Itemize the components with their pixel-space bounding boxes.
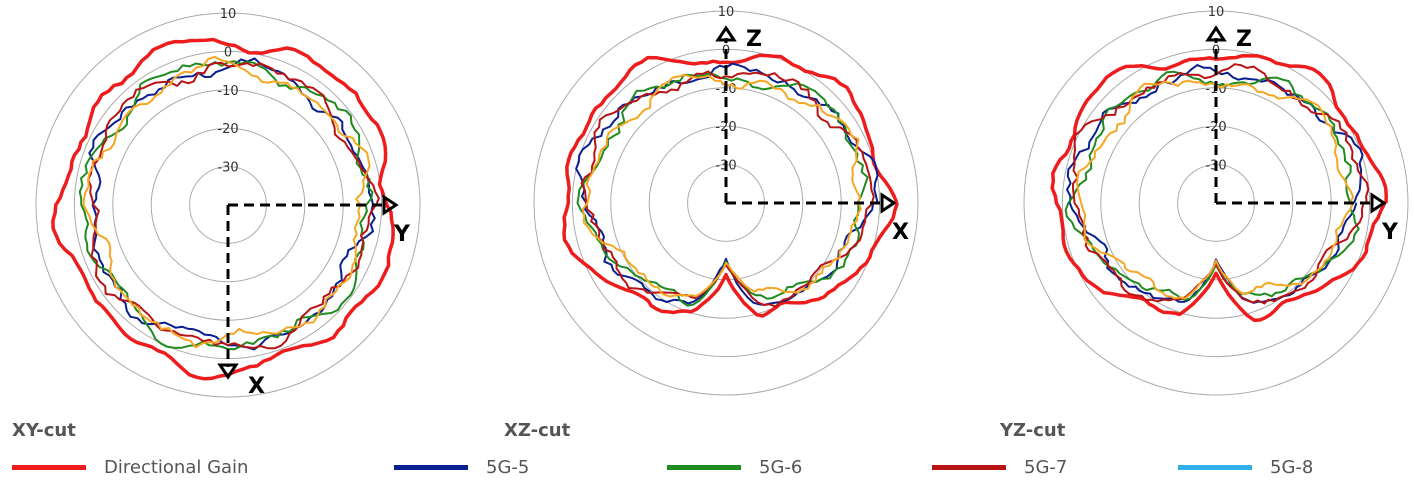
axis-label: Y [1381,220,1399,245]
legend-item-5g-5: 5G-5 [394,455,529,479]
legend-swatch [667,464,741,470]
grid-circle [1138,125,1294,281]
axis-label: X [892,220,909,245]
series-curve-directional-gain [562,53,900,318]
series-curve-directional-gain [1050,53,1388,322]
grid-circle [1023,10,1409,396]
grid-circle [648,125,804,281]
radial-tick-label: 10 [718,5,735,20]
legend-label: 5G-6 [759,456,803,478]
grid-circle [533,10,919,396]
legend-item-5g-6: 5G-6 [667,455,802,479]
axis-label: Y [393,222,411,247]
axis-label: Z [1236,27,1252,52]
axis-arrowhead [1205,25,1227,42]
legend-swatch [394,464,468,470]
xy-cut-title: XY-cut [12,420,76,441]
radial-tick-label: -10 [217,84,238,99]
series-curve-directional-gain [51,37,395,381]
legend-label: 5G-8 [1270,456,1314,478]
legend-item-directional-gain: Directional Gain [12,455,248,479]
grid-circle [150,127,306,283]
grid-circle [35,12,421,398]
radial-tick-label: 10 [1208,5,1225,20]
series-curve-5g-6 [1064,70,1360,301]
yz-cut-title: YZ-cut [1000,420,1066,441]
legend-item-5g-7: 5G-7 [932,455,1067,479]
polar-charts: 100-10-20-30YX100-10-20-30ZX100-10-20-30… [35,5,1409,399]
legend-label: Directional Gain [104,456,249,478]
axis-arrowhead [217,363,239,380]
axis-label: Z [746,27,762,52]
legend-swatch [1178,464,1252,470]
radial-tick-label: 10 [220,7,237,22]
series-curve-5g-6 [576,72,869,307]
radial-tick-label: -20 [217,122,238,137]
radial-tick-label: -30 [217,161,238,176]
axis-arrowhead [382,194,399,216]
radial-tick-label: -20 [715,120,736,135]
legend-label: 5G-7 [1024,456,1068,478]
axis-arrowhead [715,25,737,42]
series-curve-5g-8 [1076,79,1355,300]
radial-tick-label: 0 [224,45,232,60]
legend-label: 5G-5 [486,456,530,478]
series-curve-5g-8 [82,55,371,349]
legend-swatch [932,464,1006,470]
xz-cut-title: XZ-cut [504,420,571,441]
legend-swatch [12,464,86,470]
series-curve-5g-8 [581,73,862,298]
legend-item-5g-8: 5G-8 [1178,455,1313,479]
series-curve-5g-7 [1072,63,1370,305]
axis-arrowhead [880,192,897,214]
axis-label: X [248,374,265,399]
radial-tick-label: -20 [1205,120,1226,135]
axis-arrowhead [1370,192,1387,214]
